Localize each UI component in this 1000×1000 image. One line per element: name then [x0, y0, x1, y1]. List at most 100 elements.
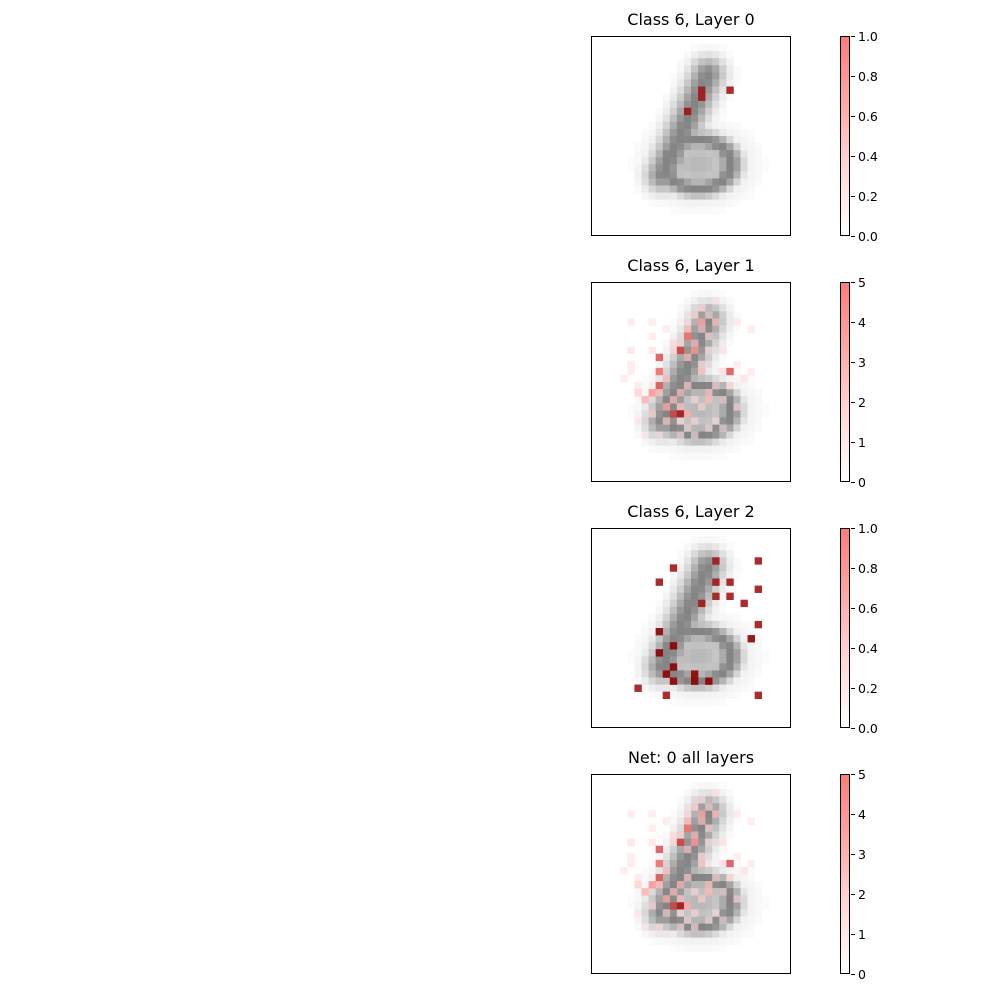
heatmap-cell	[733, 360, 741, 369]
heatmap-cell	[705, 389, 713, 397]
colorbar-tick-mark	[851, 687, 855, 689]
colorbar-tick-label: 0.8	[858, 560, 878, 576]
heatmap-cell	[698, 817, 706, 825]
heatmap-cell	[634, 881, 642, 889]
colorbar-tick-mark	[851, 235, 855, 237]
heatmap-cell	[655, 859, 664, 868]
heatmap-cell	[698, 367, 706, 376]
heatmap-cell	[733, 810, 741, 818]
colorbar-tick-label: 0.4	[858, 640, 878, 656]
heatmap-cell	[662, 909, 671, 917]
heatmap-cell	[655, 389, 664, 397]
colorbar	[840, 774, 850, 974]
panel-title: Class 6, Layer 0	[627, 10, 755, 29]
heatmap-cell	[620, 866, 628, 875]
heatmap-cell	[648, 824, 656, 832]
heatmap-cell	[620, 374, 628, 383]
heatmap-cell	[705, 881, 713, 889]
heatmap-cell	[655, 353, 664, 362]
colorbar-tick-label: 0	[858, 474, 866, 490]
heatmap-cell	[662, 403, 671, 411]
heatmap-cell	[627, 367, 635, 376]
heatmap-cell	[733, 403, 741, 411]
heatmap-cell	[712, 909, 720, 917]
colorbar-tick-mark	[851, 281, 855, 283]
heatmap-cell	[712, 297, 720, 305]
heatmap-cell	[683, 325, 692, 333]
heatmap-cell	[726, 592, 734, 601]
colorbar-tick-mark	[851, 647, 855, 649]
heatmap-cell	[669, 410, 678, 418]
heatmap-cell	[634, 417, 642, 425]
heatmap-cell	[698, 360, 706, 369]
heatmap-cell	[683, 353, 692, 362]
colorbar-tick-label: 1	[858, 434, 866, 450]
heatmap-cell	[698, 325, 706, 333]
heatmap-cell	[676, 923, 685, 931]
heatmap-cell	[683, 424, 692, 432]
heatmap-cell	[705, 888, 713, 896]
heatmap-cell	[669, 888, 678, 896]
heatmap-plot-area	[591, 282, 791, 482]
heatmap-cell	[698, 810, 706, 818]
colorbar-tick-label: 4	[858, 314, 866, 330]
heatmap-cell	[683, 817, 692, 825]
heatmap-cell	[662, 417, 671, 425]
heatmap-cell	[627, 852, 635, 861]
heatmap-cell	[719, 916, 727, 924]
heatmap-cell	[662, 325, 671, 333]
heatmap-cell	[733, 318, 741, 326]
colorbar-tick-mark	[851, 115, 855, 117]
panel-title: Net: 0 all layers	[627, 748, 755, 767]
colorbar-tick-label: 0.0	[858, 720, 878, 736]
heatmap-cell	[669, 346, 678, 355]
heatmap-cell	[634, 909, 642, 917]
heatmap-cell	[691, 311, 699, 319]
colorbar-tick-label: 5	[858, 274, 866, 290]
colorbar-tick-mark	[851, 893, 855, 895]
heatmap-cell	[754, 620, 763, 629]
heatmap-cell	[634, 382, 642, 390]
heatmap-cell	[691, 909, 699, 917]
heatmap-cell	[712, 578, 720, 586]
heatmap-svg	[627, 44, 770, 215]
heatmap-plot-area	[591, 774, 791, 974]
heatmap-cell	[691, 396, 699, 404]
heatmap-cell	[705, 396, 713, 404]
heatmap-cell	[719, 346, 727, 355]
heatmap-cell	[634, 389, 642, 397]
heatmap-cell	[726, 578, 734, 586]
heatmap-cell	[641, 923, 649, 931]
heatmap-cell	[655, 431, 664, 439]
heatmap-cell	[648, 902, 656, 910]
heatmap-cell	[698, 859, 706, 868]
heatmap-cell	[662, 374, 671, 383]
heatmap-cell	[691, 339, 699, 347]
colorbar-tick-label: 0.2	[858, 680, 878, 696]
colorbar-tick-label: 0.2	[858, 188, 878, 204]
heatmap-cell	[719, 396, 727, 404]
colorbar-tick-label: 5	[858, 766, 866, 782]
heatmap-cell	[726, 382, 734, 390]
digit-background	[627, 536, 770, 707]
heatmap-cell	[754, 691, 763, 700]
colorbar-tick-mark	[851, 727, 855, 729]
heatmap-cell	[733, 852, 741, 861]
colorbar-tick-mark	[851, 773, 855, 775]
heatmap-cell	[669, 831, 678, 839]
heatmap-cell	[705, 916, 713, 924]
heatmap-cell	[655, 881, 664, 889]
heatmap-cell	[698, 403, 706, 411]
heatmap-cell	[683, 902, 692, 910]
heatmap-panel-net-all-layers: Net: 0 all layers 0 1 2 3 4 5	[540, 748, 866, 990]
heatmap-cell	[662, 895, 671, 903]
heatmap-cell	[641, 888, 649, 896]
heatmap-cell	[655, 628, 664, 636]
heatmap-cell	[634, 874, 642, 882]
colorbar-tick-label: 0.6	[858, 108, 878, 124]
heatmap-cell	[691, 831, 699, 839]
heatmap-cell	[683, 845, 692, 854]
heatmap-cell	[740, 866, 748, 875]
heatmap-cell	[698, 304, 706, 312]
heatmap-cell	[676, 410, 685, 418]
